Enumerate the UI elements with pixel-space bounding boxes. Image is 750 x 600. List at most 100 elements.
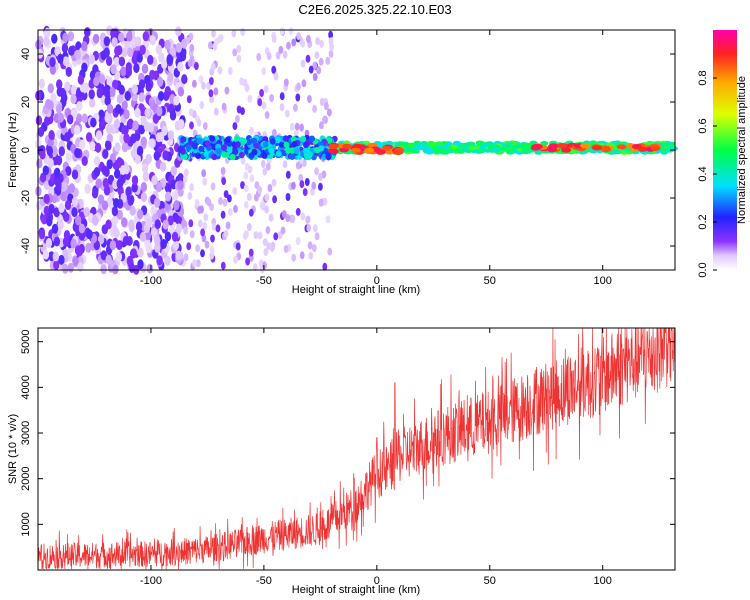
- spectrogram-cell: [200, 249, 205, 258]
- spectrogram-cell: [177, 146, 184, 153]
- spectrogram-cell: [272, 128, 277, 137]
- spectrogram-cell: [456, 148, 465, 154]
- spectrogram-cell: [263, 85, 269, 94]
- spectrogram-cell: [163, 91, 170, 102]
- spectrogram-cell: [197, 205, 203, 214]
- spectrogram-cell: [113, 56, 120, 67]
- spectrogram-cell: [188, 219, 194, 228]
- spectrogram-cell: [123, 133, 130, 144]
- spectrogram-cell: [279, 103, 285, 112]
- spectrogram-cell: [291, 140, 298, 148]
- spectrogram-cell: [70, 94, 77, 105]
- spectrogram-cell: [128, 263, 136, 273]
- spectrogram-cell: [151, 175, 158, 186]
- spectrogram-cell: [186, 242, 192, 251]
- spectrogram-cell: [281, 210, 287, 219]
- spectrogram-cell: [62, 56, 70, 67]
- snr-x-ticks: -100 -50 0 50 100: [140, 328, 612, 587]
- spectrogram-cell: [557, 143, 568, 149]
- spectrogram-cell: [222, 198, 228, 207]
- spectrogram-cell: [71, 207, 78, 218]
- spectrogram-cell: [177, 61, 184, 72]
- spectrogram-cell: [71, 169, 79, 180]
- spectrogram-cell: [77, 262, 84, 273]
- spectrogram-cell: [637, 146, 648, 152]
- spectrogram-cell: [159, 161, 167, 172]
- spectrogram-cell: [105, 254, 112, 265]
- spectrogram-cell: [175, 42, 182, 53]
- spectrogram-cell: [328, 30, 333, 39]
- spectrogram-cell: [512, 144, 520, 150]
- spectrogram-cell: [295, 237, 301, 245]
- spectrogram-cell: [302, 188, 308, 197]
- snr-y-tick-label: 2000: [20, 466, 32, 490]
- spectrogram-cell: [195, 244, 201, 253]
- spectrogram-cell: [125, 66, 133, 77]
- spectrogram-cell: [267, 184, 273, 192]
- spectrogram-cell: [259, 89, 264, 97]
- spectrogram-cell: [179, 51, 187, 62]
- spectrogram-cell: [136, 52, 143, 63]
- spectrogram-cell: [249, 174, 255, 183]
- spectrogram-cell: [62, 32, 69, 43]
- spectrogram-cell: [116, 178, 124, 189]
- spectrogram-cell: [198, 145, 205, 152]
- spectrogram-cell: [113, 198, 120, 208]
- spectrogram-cell: [49, 64, 57, 75]
- spectrogram-cell: [137, 247, 144, 258]
- spectrogram-cell: [296, 32, 301, 41]
- spectrogram-cell: [210, 182, 216, 191]
- spectrogram-cell: [65, 66, 73, 77]
- spectrogram-cell: [185, 36, 191, 45]
- spectrogram-cell: [279, 92, 285, 101]
- spectrogram-cell: [247, 165, 253, 174]
- spectrogram-cell: [312, 73, 318, 81]
- spectrogram-cell: [81, 113, 88, 124]
- spectrogram-cell: [202, 221, 208, 230]
- spectrogram-cell: [154, 235, 161, 246]
- spectrogram-cell: [91, 188, 99, 199]
- spectrogram-cell: [77, 74, 85, 85]
- spectrogram-cell: [289, 122, 295, 131]
- snr-y-tick-label: 5000: [20, 329, 32, 353]
- spectrogram-cell: [67, 262, 75, 273]
- spectrogram-cell: [327, 247, 333, 256]
- spectrogram-cell: [223, 229, 229, 238]
- spectrogram-cell: [442, 143, 451, 149]
- spectrogram-cell: [540, 141, 549, 146]
- spectrogram-cell: [322, 197, 328, 206]
- spectrogram-cell: [232, 187, 238, 196]
- spectrogram-cell: [49, 57, 56, 68]
- spectrogram-cell: [256, 53, 262, 61]
- spectrogram-cell: [51, 223, 59, 234]
- spectrogram-cell: [116, 209, 124, 220]
- spectrogram-cell: [189, 230, 195, 239]
- spectrogram-cell: [112, 227, 120, 238]
- spectrogram-cell: [89, 97, 96, 108]
- spectrogram-cell: [245, 138, 252, 146]
- spectrogram-cell: [140, 136, 147, 147]
- spectrogram-cell: [295, 93, 301, 102]
- spectrogram-cell: [243, 171, 249, 180]
- spectrogram-cell: [319, 98, 325, 106]
- spectrogram-cell: [74, 49, 81, 60]
- spectrogram-cell: [81, 156, 88, 166]
- spectrogram-cell: [164, 39, 171, 50]
- snr-x-tick-label: 0: [374, 575, 380, 587]
- spectrogram-cell: [189, 43, 195, 52]
- spectrogram-cell: [450, 144, 459, 150]
- spectrogram-cell: [306, 151, 313, 158]
- spectrogram-cell: [269, 138, 276, 145]
- spectrogram-cell: [186, 95, 192, 104]
- spectrogram-cell: [52, 251, 59, 262]
- spectrogram-cell: [127, 118, 134, 129]
- spectrogram-cell: [257, 98, 263, 107]
- spectrogram-region-noise-dense: [35, 25, 188, 275]
- spectrogram-cell: [289, 147, 296, 154]
- spectrogram-cell: [299, 180, 305, 189]
- spectrogram-cell: [233, 255, 238, 264]
- colorbar-gradient: [713, 30, 737, 270]
- spectrogram-cell: [167, 72, 174, 82]
- spectrogram-cell: [224, 86, 230, 95]
- spectrogram-cell: [322, 115, 327, 124]
